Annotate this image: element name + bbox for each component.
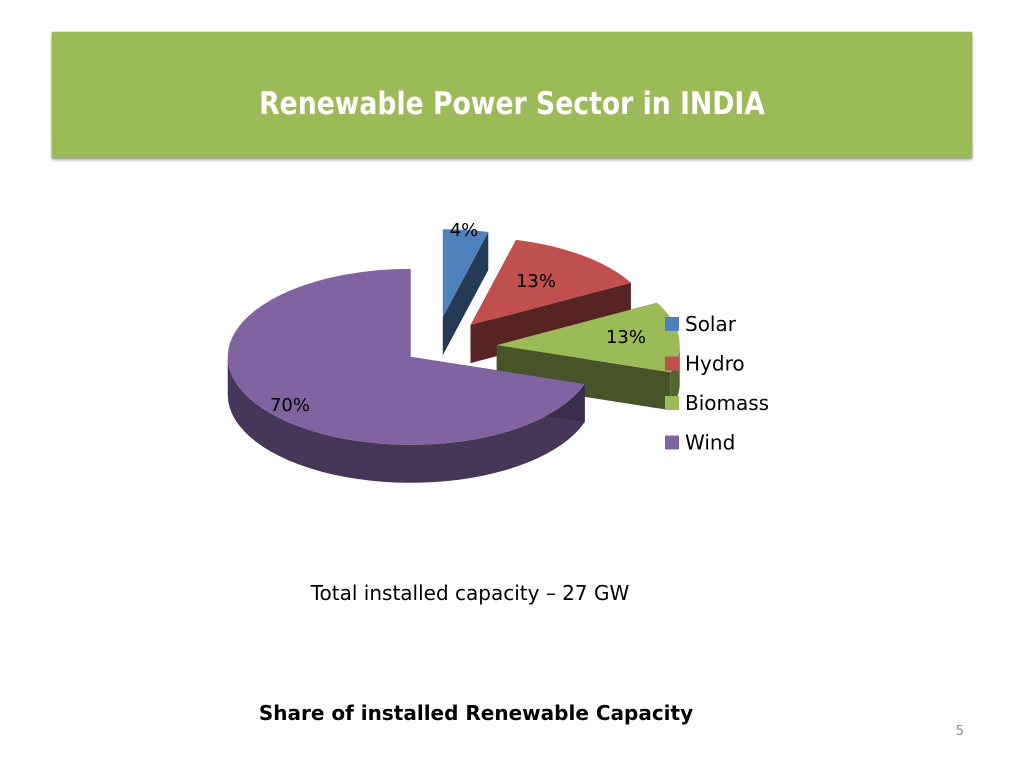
chart-legend: Solar Hydro Biomass Wind xyxy=(665,312,769,455)
pie-slice-solar xyxy=(442,229,489,356)
data-label-wind: 70% xyxy=(270,395,310,416)
pie-slice-top xyxy=(227,268,585,445)
pie-slice-top xyxy=(496,302,680,373)
pie-slice-cut-face xyxy=(442,232,489,356)
legend-swatch-wind xyxy=(665,435,679,450)
pie-data-labels: 4% 13% 13% 70% xyxy=(270,220,646,416)
page-number: 5 xyxy=(955,724,964,739)
legend-swatch-solar xyxy=(665,317,679,331)
chart-caption-title: Share of installed Renewable Capacity xyxy=(258,701,694,725)
pie-slice-top xyxy=(442,229,489,318)
title-banner: Renewable Power Sector in INDIA xyxy=(52,32,972,158)
pie-slice-side xyxy=(227,356,585,483)
data-label-solar: 4% xyxy=(450,220,479,241)
legend-label-hydro: Hydro xyxy=(685,352,745,376)
data-label-biomass: 13% xyxy=(606,327,646,348)
legend-label-wind: Wind xyxy=(685,431,735,455)
legend-swatch-hydro xyxy=(665,356,679,371)
pie-slice-biomass xyxy=(496,302,680,411)
slide-title: Renewable Power Sector in INDIA xyxy=(259,86,765,122)
legend-label-solar: Solar xyxy=(685,312,737,336)
data-label-hydro: 13% xyxy=(516,271,556,292)
capacity-caption: Total installed capacity – 27 GW xyxy=(310,581,630,605)
pie-slices xyxy=(227,229,680,483)
pie-slice-cut-face xyxy=(496,345,671,411)
legend-label-biomass: Biomass xyxy=(685,391,769,415)
pie-slice-wind xyxy=(227,268,585,483)
pie-slice-top xyxy=(470,239,631,326)
legend-swatch-biomass xyxy=(665,396,679,410)
